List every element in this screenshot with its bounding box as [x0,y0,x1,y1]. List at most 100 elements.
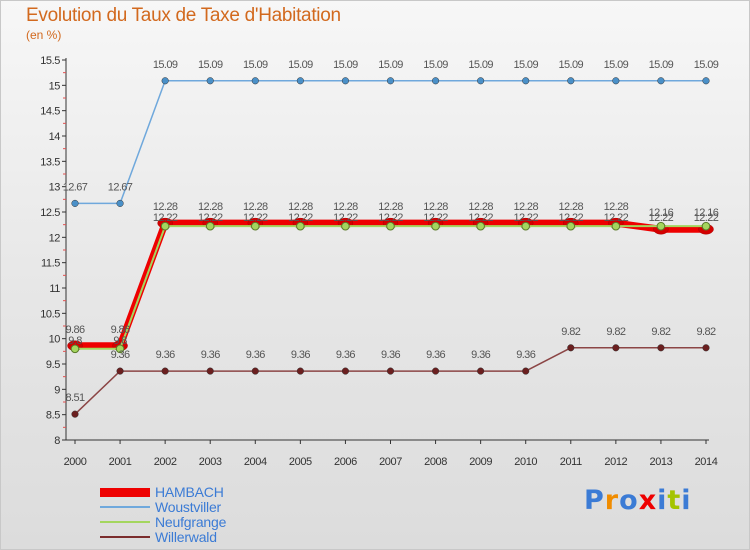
point-woustviller [251,77,259,85]
x-tick-label: 2014 [695,456,718,468]
x-tick-label: 2001 [109,456,132,468]
data-label-woustviller: 15.09 [513,59,538,71]
point-willerwald [657,344,665,352]
legend-label-woustviller: Woustviller [155,499,222,515]
data-label-woustviller: 15.09 [423,59,448,71]
y-tick-label: 9.5 [46,359,60,371]
point-neufgrange [250,221,260,231]
legend-swatch-neufgrange [100,521,150,523]
x-tick-label: 2004 [244,456,267,468]
data-label-hambach: 12.28 [153,201,178,213]
point-willerwald [341,367,349,375]
data-label-neufgrange: 12.22 [513,212,538,224]
logo-letter: x [638,485,658,516]
data-label-neufgrange: 12.22 [378,212,403,224]
legend-item-willerwald: Willerwald [100,529,320,545]
data-label-woustviller: 15.09 [559,59,584,71]
data-label-woustviller: 15.09 [694,59,719,71]
x-tick-label: 2007 [379,456,402,468]
legend-item-neufgrange: Neufgrange [100,514,320,530]
data-label-neufgrange: 12.22 [649,212,674,224]
point-neufgrange [701,221,711,231]
point-neufgrange [296,221,305,231]
y-tick-label: 10 [49,334,61,346]
point-willerwald [206,367,214,375]
logo-letter: i [681,485,692,516]
data-label-woustviller: 15.09 [333,59,358,71]
point-woustviller [567,77,575,85]
data-label-hambach: 12.28 [559,201,584,213]
point-willerwald [567,344,575,352]
data-label-hambach: 12.28 [378,201,403,213]
y-tick-label: 9 [54,384,60,396]
logo-letter: r [604,485,620,516]
data-label-woustviller: 15.09 [649,59,674,71]
point-willerwald [116,367,124,375]
point-woustviller [432,77,440,85]
point-woustviller [386,77,395,85]
data-label-willerwald: 9.82 [696,326,715,338]
data-label-hambach: 12.28 [604,201,629,213]
point-woustviller [71,199,79,207]
x-tick-label: 2011 [560,456,582,468]
point-willerwald [612,344,620,352]
point-woustviller [522,77,530,85]
y-tick-label: 13.5 [40,156,60,168]
data-label-neufgrange: 12.22 [333,212,358,224]
data-label-hambach: 12.28 [333,201,358,213]
data-label-hambach: 12.16 [694,207,719,219]
data-label-willerwald: 9.82 [561,326,580,338]
y-tick-label: 8 [54,435,60,447]
data-label-neufgrange: 12.22 [468,212,493,224]
legend-swatch-willerwald [100,536,150,538]
point-willerwald [477,367,485,375]
logo-letter: P [584,485,605,516]
data-label-neufgrange: 12.22 [423,212,448,224]
data-label-woustviller: 15.09 [288,59,313,71]
legend-label-hambach: HAMBACH [155,484,224,500]
point-woustviller [702,77,710,85]
data-label-neufgrange: 9.8 [113,335,127,347]
x-tick-label: 2003 [199,456,222,468]
data-label-hambach: 12.28 [288,201,313,213]
data-label-woustviller: 15.09 [153,59,178,71]
data-label-woustviller: 15.09 [604,59,629,71]
data-label-neufgrange: 12.22 [243,212,268,224]
x-tick-label: 2009 [469,456,492,468]
legend-item-woustviller: Woustviller [100,499,320,515]
data-label-neufgrange: 12.22 [559,212,584,224]
data-label-neufgrange: 9.8 [68,335,82,347]
legend-label-neufgrange: Neufgrange [155,514,227,530]
point-neufgrange [386,221,395,231]
data-label-willerwald: 9.36 [336,349,355,361]
y-tick-label: 14.5 [40,106,60,118]
y-tick-label: 15 [49,80,61,92]
y-tick-label: 15.5 [40,55,60,67]
x-tick-label: 2002 [154,456,177,468]
chart-title: Evolution du Taux de Taxe d'Habitation [26,5,341,26]
data-label-hambach: 12.16 [649,207,674,219]
series-lines [67,77,714,418]
point-willerwald [386,367,395,375]
data-label-willerwald: 9.36 [156,349,175,361]
y-tick-label: 13 [49,182,61,194]
data-label-willerwald: 9.36 [516,349,535,361]
point-neufgrange [476,221,485,231]
data-label-willerwald: 9.36 [381,349,400,361]
point-willerwald [161,367,169,375]
x-tick-label: 2005 [289,456,312,468]
data-label-woustviller: 12.67 [63,181,88,193]
x-tick-label: 2006 [334,456,357,468]
point-woustviller [161,77,169,85]
y-tick-label: 11.5 [41,258,60,270]
data-label-neufgrange: 12.22 [694,212,719,224]
y-tick-label: 11 [49,283,60,295]
x-tick-label: 2012 [604,456,627,468]
point-neufgrange [205,221,215,231]
x-tick-label: 2013 [649,456,672,468]
data-label-hambach: 12.28 [468,201,493,213]
point-neufgrange [160,221,170,231]
point-willerwald [71,410,79,418]
data-label-hambach: 12.28 [423,201,448,213]
